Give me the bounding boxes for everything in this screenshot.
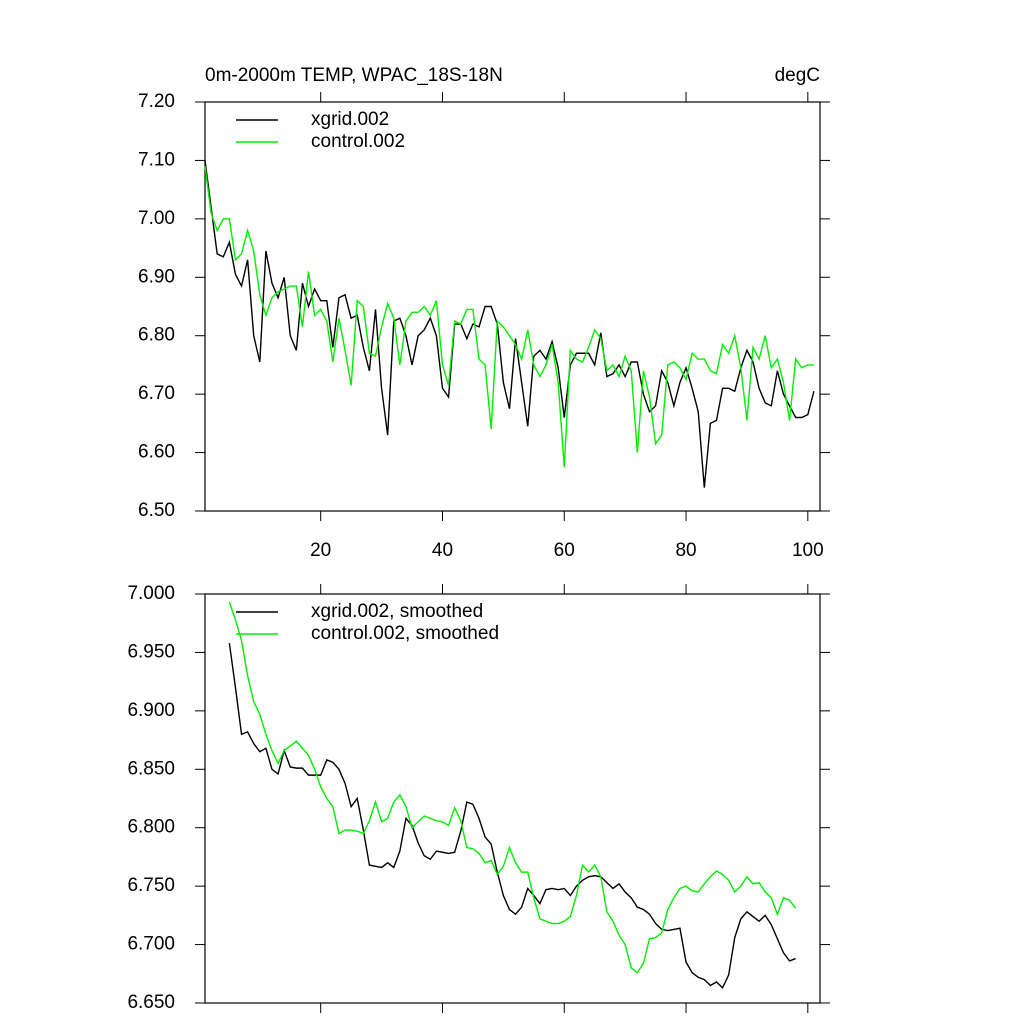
y-tick-label: 7.00 — [138, 208, 175, 229]
y-tick-label: 6.90 — [138, 266, 175, 287]
y-tick-label: 6.650 — [127, 992, 175, 1013]
y-tick-label: 6.750 — [127, 875, 175, 896]
data-line — [228, 642, 796, 989]
y-tick-label: 6.800 — [127, 817, 175, 838]
y-tick-label: 6.80 — [138, 325, 175, 346]
data-line — [204, 166, 814, 468]
plot-frame — [204, 593, 821, 1004]
y-tick-label: 6.700 — [127, 934, 175, 955]
x-tick-label: 40 — [432, 540, 453, 561]
data-line — [204, 160, 815, 488]
chart-title: 0m-2000m TEMP, WPAC_18S-18N — [205, 65, 503, 86]
legend-label: xgrid.002 — [311, 109, 389, 130]
plot-frame — [204, 101, 821, 512]
legend-label: control.002 — [311, 131, 405, 152]
y-tick-label: 6.70 — [138, 383, 175, 404]
y-tick-label: 6.900 — [127, 700, 175, 721]
y-tick-label: 6.50 — [138, 500, 175, 521]
legend-label: xgrid.002, smoothed — [311, 601, 483, 622]
y-tick-label: 7.000 — [127, 583, 175, 604]
x-tick-label: 80 — [675, 540, 696, 561]
y-tick-label: 6.850 — [127, 758, 175, 779]
data-line — [228, 601, 797, 974]
x-tick-label: 100 — [792, 540, 824, 561]
legend-label: control.002, smoothed — [311, 623, 499, 644]
y-tick-label: 7.20 — [138, 91, 175, 112]
y-tick-label: 7.10 — [138, 149, 175, 170]
x-tick-label: 60 — [554, 540, 575, 561]
y-tick-label: 6.60 — [138, 442, 175, 463]
units-label: degC — [775, 65, 820, 86]
x-tick-label: 20 — [310, 540, 331, 561]
y-tick-label: 6.950 — [127, 641, 175, 662]
